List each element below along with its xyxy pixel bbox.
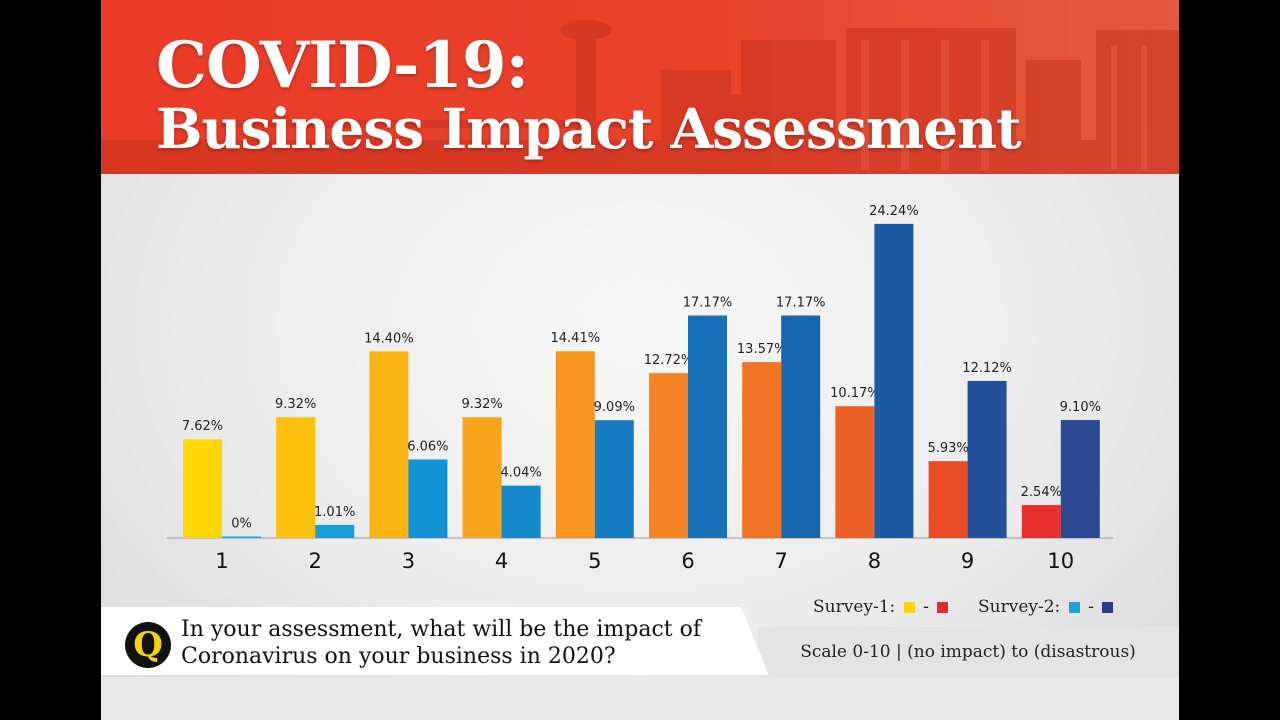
bottom-strip: [101, 677, 1179, 720]
bar-survey-2-cat-9: [968, 381, 1007, 538]
legend-survey-2-label: Survey-2:: [978, 597, 1060, 617]
bar-survey-1-cat-4: [463, 417, 502, 538]
x-tick-label-6: 6: [681, 549, 694, 573]
bar-survey-1-cat-10: [1022, 505, 1061, 538]
data-label-survey-2-cat-3: 6.06%: [407, 439, 448, 454]
legend-dash: -: [1088, 597, 1094, 617]
data-label-survey-2-cat-9: 12.12%: [962, 361, 1012, 376]
bar-survey-2-cat-6: [688, 315, 727, 538]
x-tick-label-9: 9: [961, 549, 974, 573]
data-label-survey-2-cat-1: 0%: [231, 517, 252, 532]
question-line-1: In your assessment, what will be the imp…: [181, 616, 701, 643]
data-label-survey-1-cat-2: 9.32%: [275, 397, 316, 412]
x-tick-label-8: 8: [868, 549, 881, 573]
data-label-survey-2-cat-4: 4.04%: [500, 466, 541, 481]
bar-survey-2-cat-7: [781, 315, 820, 538]
infographic-frame: COVID-19: Business Impact Assessment 7.6…: [101, 0, 1179, 720]
question-icon-letter: Q: [133, 628, 163, 662]
data-label-survey-2-cat-2: 1.01%: [314, 505, 355, 520]
bar-survey-1-cat-6: [649, 373, 688, 538]
data-label-survey-1-cat-7: 13.57%: [737, 342, 787, 357]
data-label-survey-2-cat-7: 17.17%: [776, 295, 826, 310]
legend-survey-2: Survey-2: -: [978, 597, 1116, 617]
data-label-survey-1-cat-5: 14.41%: [551, 331, 601, 346]
data-label-survey-2-cat-8: 24.24%: [869, 204, 919, 219]
title-line-2: Business Impact Assessment: [156, 96, 1021, 161]
x-tick-label-5: 5: [588, 549, 601, 573]
header-banner: COVID-19: Business Impact Assessment: [101, 0, 1179, 174]
bar-chart: 7.62% 0% 1 9.32% 1.01% 2 14.40% 6.06% 3 9.32% 4.04…: [101, 174, 1179, 594]
legend-swatch-light-blue: [1069, 602, 1080, 613]
data-label-survey-1-cat-8: 10.17%: [830, 386, 880, 401]
bar-survey-2-cat-4: [502, 486, 541, 538]
x-tick-label-10: 10: [1047, 549, 1074, 573]
bar-survey-2-cat-10: [1061, 420, 1100, 538]
data-label-survey-2-cat-10: 9.10%: [1060, 400, 1101, 415]
data-label-survey-1-cat-3: 14.40%: [364, 331, 414, 346]
question-icon: Q: [125, 622, 171, 668]
data-label-survey-1-cat-10: 2.54%: [1021, 485, 1062, 500]
bar-survey-2-cat-8: [874, 224, 913, 538]
bar-survey-1-cat-1: [183, 439, 222, 538]
legend-survey-1-label: Survey-1:: [813, 597, 895, 617]
question-text: In your assessment, what will be the imp…: [181, 616, 701, 670]
x-tick-label-1: 1: [215, 549, 228, 573]
legend-dash: -: [923, 597, 929, 617]
scale-note: Scale 0-10 | (no impact) to (disastrous): [757, 627, 1179, 677]
x-tick-label-3: 3: [402, 549, 415, 573]
title-line-1: COVID-19:: [156, 28, 528, 103]
data-label-survey-1-cat-1: 7.62%: [182, 419, 223, 434]
x-tick-label-4: 4: [495, 549, 508, 573]
legend-swatch-dark-blue: [1102, 602, 1113, 613]
x-tick-label-2: 2: [309, 549, 322, 573]
legend-swatch-red: [937, 602, 948, 613]
bar-survey-1-cat-7: [742, 362, 781, 538]
bar-survey-1-cat-8: [835, 406, 874, 538]
x-tick-label-7: 7: [775, 549, 788, 573]
bar-survey-1-cat-3: [369, 351, 408, 538]
data-label-survey-1-cat-9: 5.93%: [927, 441, 968, 456]
data-label-survey-1-cat-6: 12.72%: [644, 353, 694, 368]
bar-survey-2-cat-1: [222, 537, 261, 539]
bar-survey-2-cat-5: [595, 420, 634, 538]
bar-survey-2-cat-2: [315, 525, 354, 538]
legend-survey-1: Survey-1: -: [813, 597, 951, 617]
legend-swatch-yellow: [904, 602, 915, 613]
data-label-survey-2-cat-5: 9.09%: [594, 400, 635, 415]
data-label-survey-2-cat-6: 17.17%: [683, 295, 733, 310]
data-label-survey-1-cat-4: 9.32%: [461, 397, 502, 412]
bar-survey-1-cat-2: [276, 417, 315, 538]
bar-survey-1-cat-9: [929, 461, 968, 538]
bar-survey-2-cat-3: [408, 459, 447, 538]
bar-survey-1-cat-5: [556, 351, 595, 538]
question-line-2: Coronavirus on your business in 2020?: [181, 643, 701, 670]
